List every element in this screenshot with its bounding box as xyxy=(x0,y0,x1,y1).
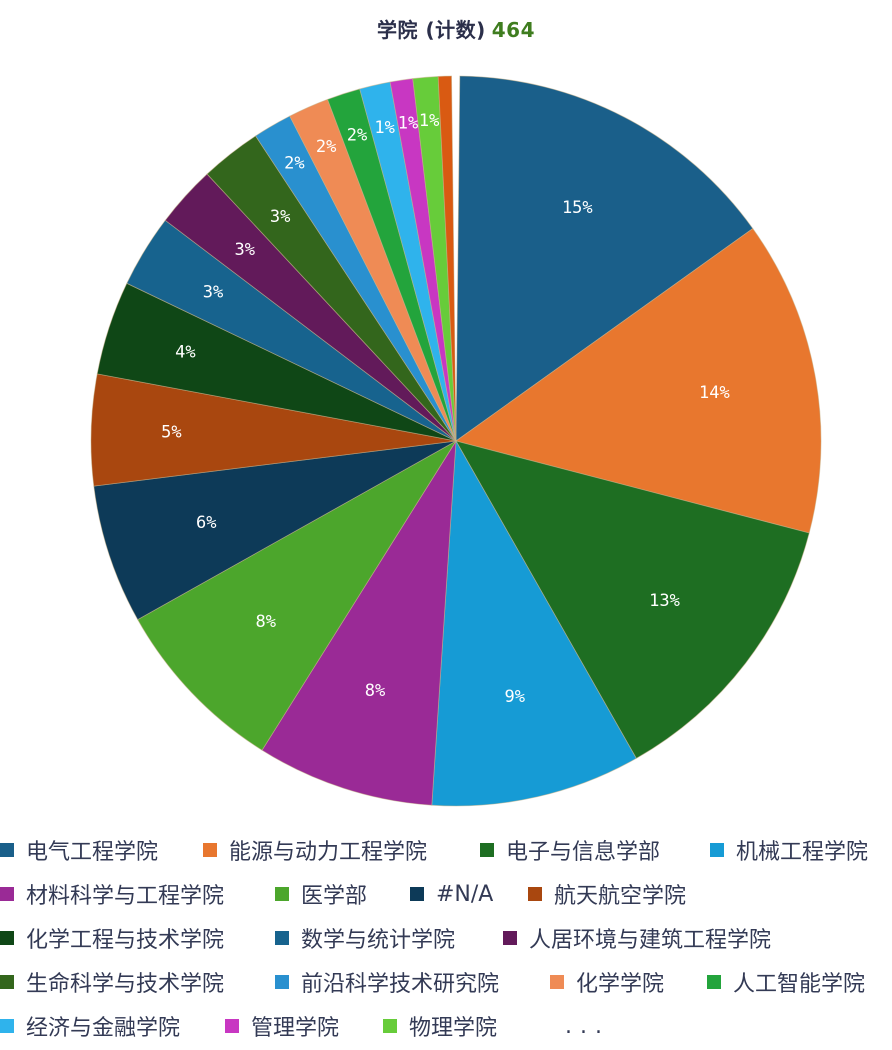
legend-label: 能源与动力工程学院 xyxy=(229,840,428,865)
legend-label: #N/A xyxy=(436,881,494,907)
slice-percent-label: 3% xyxy=(270,207,290,227)
legend-label: 人工智能学院 xyxy=(733,972,866,997)
chart-title-text: 学院 (计数) xyxy=(377,18,486,42)
legend-item[interactable]: 化学学院 xyxy=(550,960,664,1004)
legend-square-icon xyxy=(0,843,14,857)
legend-item[interactable]: 电气工程学院 xyxy=(0,828,158,872)
legend-label: 物理学院 xyxy=(409,1016,498,1041)
legend-square-icon xyxy=(410,887,424,901)
slice-percent-label: 3% xyxy=(235,240,255,260)
legend-square-icon xyxy=(275,931,289,945)
legend-square-icon xyxy=(503,931,517,945)
pie-slice[interactable] xyxy=(93,440,457,621)
slice-percent-label: 4% xyxy=(175,343,195,363)
slice-percent-label: 8% xyxy=(365,681,385,701)
legend-label: 化学工程与技术学院 xyxy=(26,928,225,953)
legend-item[interactable]: 能源与动力工程学院 xyxy=(203,828,427,872)
legend-label: 航天航空学院 xyxy=(554,884,687,909)
legend-label: 生命科学与技术学院 xyxy=(26,972,225,997)
legend-square-icon xyxy=(0,975,14,989)
pie-slice[interactable] xyxy=(261,440,457,806)
legend-item[interactable]: 材料科学与工程学院 xyxy=(0,872,224,916)
legend-item[interactable]: 航天航空学院 xyxy=(528,872,686,916)
chart-title: 学院 (计数) 464 xyxy=(0,14,892,43)
legend-label: 材料科学与工程学院 xyxy=(26,884,225,909)
legend-label: 电气工程学院 xyxy=(26,840,159,865)
pie-slice[interactable] xyxy=(437,75,457,442)
legend-label: 经济与金融学院 xyxy=(26,1016,181,1041)
slice-percent-label: 5% xyxy=(161,422,181,442)
pie-slice[interactable] xyxy=(455,227,822,534)
pie-chart: 15%14%13%9%8%8%6%5%4%3%3%3%2%2%2% 1% 1% 1% xyxy=(90,75,822,807)
legend-item[interactable]: 数学与统计学院 xyxy=(275,916,455,960)
legend-item[interactable]: 人居环境与建筑工程学院 xyxy=(503,916,771,960)
legend-label: 机械工程学院 xyxy=(736,840,869,865)
legend-item[interactable]: #N/A xyxy=(410,872,493,916)
legend-label: 医学部 xyxy=(301,884,368,909)
legend-square-icon xyxy=(383,1019,397,1033)
slice-percent-label: 3% xyxy=(203,283,223,303)
slice-percent-label: 1% xyxy=(374,118,394,138)
legend-square-icon xyxy=(550,975,564,989)
legend-item[interactable]: 人工智能学院 xyxy=(707,960,865,1004)
slice-percent-label: 1% xyxy=(398,113,418,133)
legend-square-icon xyxy=(203,843,217,857)
slice-percent-label: 8% xyxy=(255,612,275,632)
pie-slice[interactable] xyxy=(455,440,810,759)
legend-square-icon xyxy=(0,931,14,945)
pie-slice[interactable] xyxy=(431,439,637,807)
slice-percent-label: 14% xyxy=(699,383,730,403)
legend-more-button[interactable]: ... xyxy=(565,1013,610,1039)
legend-square-icon xyxy=(275,887,289,901)
legend-square-icon xyxy=(225,1019,239,1033)
legend-square-icon xyxy=(0,887,14,901)
legend-item[interactable]: 机械工程学院 xyxy=(710,828,868,872)
slice-percent-label: 9% xyxy=(504,687,524,707)
legend-square-icon xyxy=(480,843,494,857)
slice-percent-label: 2% xyxy=(347,125,367,145)
chart-total-count: 464 xyxy=(491,18,535,42)
legend-item[interactable]: 生命科学与技术学院 xyxy=(0,960,224,1004)
legend-label: 化学学院 xyxy=(576,972,665,997)
legend-item[interactable]: 前沿科学技术研究院 xyxy=(275,960,499,1004)
legend-item[interactable]: 化学工程与技术学院 xyxy=(0,916,224,960)
legend-row: 经济与金融学院 管理学院 物理学院... xyxy=(0,1004,892,1048)
pie-slice[interactable] xyxy=(137,440,457,751)
slice-percent-label: 13% xyxy=(649,591,680,611)
legend-row: 生命科学与技术学院 前沿科学技术研究院 化学学院 人工智能学院 xyxy=(0,960,892,1004)
legend-label: 人居环境与建筑工程学院 xyxy=(529,928,772,953)
legend-item[interactable]: 电子与信息学部 xyxy=(480,828,660,872)
slice-percent-label: 6% xyxy=(196,513,216,533)
legend-item[interactable]: 管理学院 xyxy=(225,1004,339,1048)
pie-slice[interactable] xyxy=(455,75,754,442)
legend-row: 化学工程与技术学院 数学与统计学院 人居环境与建筑工程学院 xyxy=(0,916,892,960)
legend-row: 电气工程学院 能源与动力工程学院 电子与信息学部 机械工程学院 xyxy=(0,828,892,872)
legend-label: 数学与统计学院 xyxy=(301,928,456,953)
legend-square-icon xyxy=(707,975,721,989)
legend-item[interactable]: 物理学院 xyxy=(383,1004,497,1048)
legend-label: 前沿科学技术研究院 xyxy=(301,972,500,997)
legend-square-icon xyxy=(528,887,542,901)
legend-square-icon xyxy=(0,1019,14,1033)
legend-square-icon xyxy=(710,843,724,857)
slice-percent-label: 2% xyxy=(284,153,304,173)
slice-percent-label: 1% xyxy=(419,111,439,131)
slice-percent-label: 2% xyxy=(316,137,336,157)
legend-row: 材料科学与工程学院 医学部 #N/A 航天航空学院 xyxy=(0,872,892,916)
legend-item[interactable]: 经济与金融学院 xyxy=(0,1004,180,1048)
legend-item[interactable]: 医学部 xyxy=(275,872,367,916)
legend-label: 电子与信息学部 xyxy=(506,840,661,865)
legend-square-icon xyxy=(275,975,289,989)
slice-percent-label: 15% xyxy=(562,198,593,218)
legend-label: 管理学院 xyxy=(251,1016,340,1041)
